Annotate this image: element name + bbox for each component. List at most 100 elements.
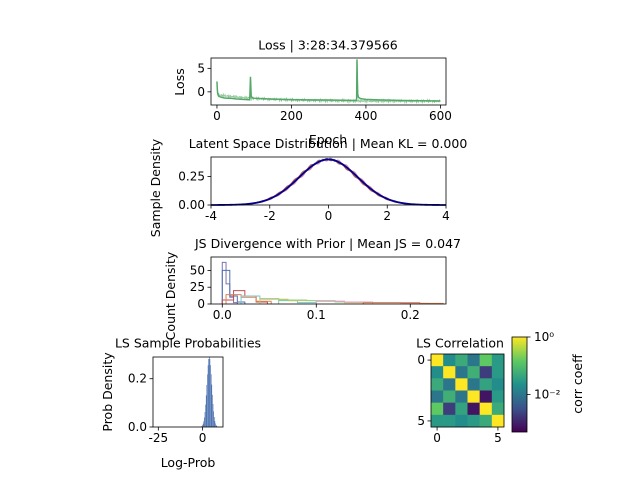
corr-cell [431,378,444,391]
corr-cell [467,378,480,391]
corr-cell [455,402,468,416]
corr-cell [443,414,456,428]
probs-xtick-label: -25 [149,431,169,445]
js-xtick-label: 0.1 [307,308,326,322]
latent-density-line [211,157,447,206]
probs-panel: LS Sample Probabilities Prob Density Log… [100,336,261,471]
loss-ytick-label: 5 [197,61,205,75]
probs-bar [207,365,209,427]
probs-bar [215,423,216,427]
loss-panel: Loss | 3:28:34.379566 Loss Epoch 0 200 400… [172,38,452,148]
js-ytick-label: 25 [190,280,205,294]
corr-cell [443,354,456,367]
loss-series-noise [217,92,441,105]
loss-xtick-label: 600 [429,109,452,123]
js-panel: JS Divergence with Prior | Mean JS = 0.0… [163,236,461,340]
probs-bar [204,417,205,427]
latent-title: Latent Space Distribution | Mean KL = 0.… [189,136,468,151]
colorbar-tick-label: 10⁻² [534,388,561,402]
corr-cell [467,366,480,379]
probs-bar [216,425,218,427]
corr-cell [479,366,493,379]
colorbar-label: corr coeff [570,354,585,414]
js-ylabel: Count Density [163,251,178,340]
probs-bar [203,421,205,427]
js-step-histogram [225,294,272,304]
corr-cell [431,414,444,428]
probs-xlabel: Log-Prob [161,455,216,470]
probs-bar [205,395,207,427]
probs-bar [210,365,211,427]
loss-axes [210,57,447,106]
probs-bar [213,411,214,427]
corr-cell [455,414,468,428]
corr-cell [491,354,505,367]
corr-cell [443,378,456,391]
corr-cell [443,390,456,403]
corr-cell [455,366,468,379]
latent-density-line [210,158,446,206]
probs-ylabel: Prob Density [100,352,115,432]
probs-bar [202,423,204,427]
js-xtick-label: 0.0 [213,308,232,322]
corr-cell [443,366,456,379]
probs-bar [204,412,206,427]
corr-cell [479,414,493,428]
latent-xtick-label: 2 [383,209,391,223]
loss-xtick-label: 200 [280,109,303,123]
latent-density-line [210,157,447,206]
corr-xtick-label: 0 [433,431,441,445]
corr-cell [491,414,505,428]
corr-cell [455,378,468,391]
probs-bar [208,358,209,427]
corr-cell [479,354,493,367]
probs-bar [210,374,212,427]
latent-xtick-label: 0 [325,209,333,223]
probs-bar [212,404,214,427]
corr-cell [479,378,493,391]
loss-series-line [216,59,441,102]
corr-cell [455,354,468,367]
latent-ylabel: Sample Density [148,138,163,237]
corr-cell [467,354,480,367]
probs-title: LS Sample Probabilities [115,336,261,351]
latent-panel: Latent Space Distribution | Mean KL = 0.… [148,136,467,237]
js-xtick-label: 0.2 [401,308,420,322]
loss-xtick-label: 0 [213,109,221,123]
probs-bar [206,384,208,427]
probs-xtick-label: 0 [199,431,207,445]
loss-ylabel: Loss [172,68,187,95]
corr-cell [491,402,505,416]
corr-cell [491,366,505,379]
js-step-histogram [221,290,268,304]
latent-density-line [211,158,447,206]
corr-cell [491,390,505,403]
latent-density-line [211,158,446,206]
probs-bar [215,425,217,427]
latent-xtick-label: -4 [205,209,217,223]
corr-cell [455,390,468,403]
js-ytick-label: 0 [197,297,205,311]
loss-xlabel: Epoch [309,132,347,147]
js-step-histogram [362,302,444,304]
probs-bar [202,425,203,427]
corr-cell [479,390,493,403]
probs-bar [207,374,208,427]
corr-cell [467,402,480,416]
corr-cell [479,402,493,416]
latent-ytick-label: 0.25 [178,169,205,183]
loss-xtick-label: 400 [354,109,377,123]
latent-xtick-label: 4 [442,209,450,223]
loss-title: Loss | 3:28:34.379566 [258,38,398,53]
corr-ytick-label: 5 [417,414,425,428]
colorbar [511,336,528,433]
js-axes [210,256,447,305]
latent-xtick-label: -2 [264,209,276,223]
corr-cell [467,390,480,403]
corr-ytick-label: 0 [417,353,425,367]
latent-density-line [211,157,447,206]
loss-ytick-label: 0 [197,85,205,99]
latent-axes [210,156,447,206]
probs-bar [209,356,210,427]
